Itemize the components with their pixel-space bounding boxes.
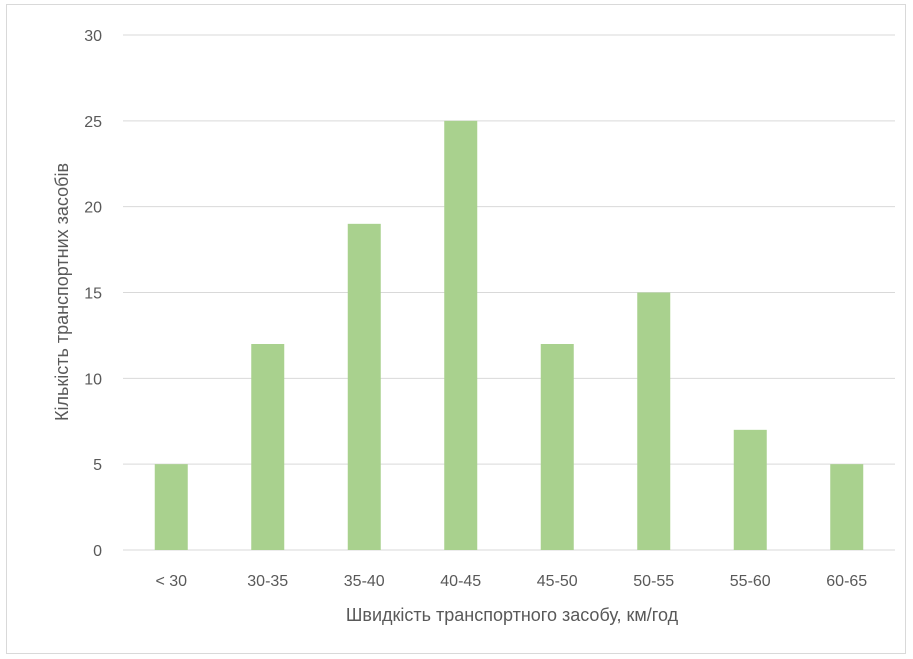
bar-50-55 (637, 292, 671, 550)
x-tick-label: 45-50 (537, 573, 578, 590)
bar-30-35 (251, 344, 285, 550)
y-tick-label: 0 (93, 543, 102, 560)
y-tick-labels: 0 5 10 15 20 25 30 (84, 28, 102, 560)
y-axis-title: Кількість транспортних засобів (52, 163, 72, 421)
x-tick-label: 35-40 (344, 573, 385, 590)
x-tick-label: 40-45 (440, 573, 481, 590)
bar-30 (154, 464, 188, 550)
bars (154, 120, 864, 551)
y-tick-label: 20 (84, 200, 102, 217)
bar-45-50 (540, 344, 574, 550)
x-tick-label: < 30 (155, 573, 187, 590)
bar-55-60 (733, 429, 767, 550)
x-tick-label: 30-35 (247, 573, 288, 590)
y-tick-label: 5 (93, 457, 102, 474)
bar-60-65 (830, 464, 864, 550)
x-axis-title: Швидкість транспортного засобу, км/год (346, 605, 679, 625)
x-tick-label: 55-60 (730, 573, 771, 590)
bar-40-45 (444, 120, 478, 550)
x-tick-label: 60-65 (826, 573, 867, 590)
x-tick-labels: < 30 30-35 35-40 40-45 45-50 50-55 55-60 60-65 (155, 573, 867, 590)
y-tick-label: 15 (84, 286, 102, 303)
gridlines (123, 34, 895, 551)
y-tick-label: 25 (84, 114, 102, 131)
x-tick-label: 50-55 (633, 573, 674, 590)
bar-35-40 (347, 223, 381, 551)
y-tick-label: 30 (84, 28, 102, 45)
y-tick-label: 10 (84, 371, 102, 388)
